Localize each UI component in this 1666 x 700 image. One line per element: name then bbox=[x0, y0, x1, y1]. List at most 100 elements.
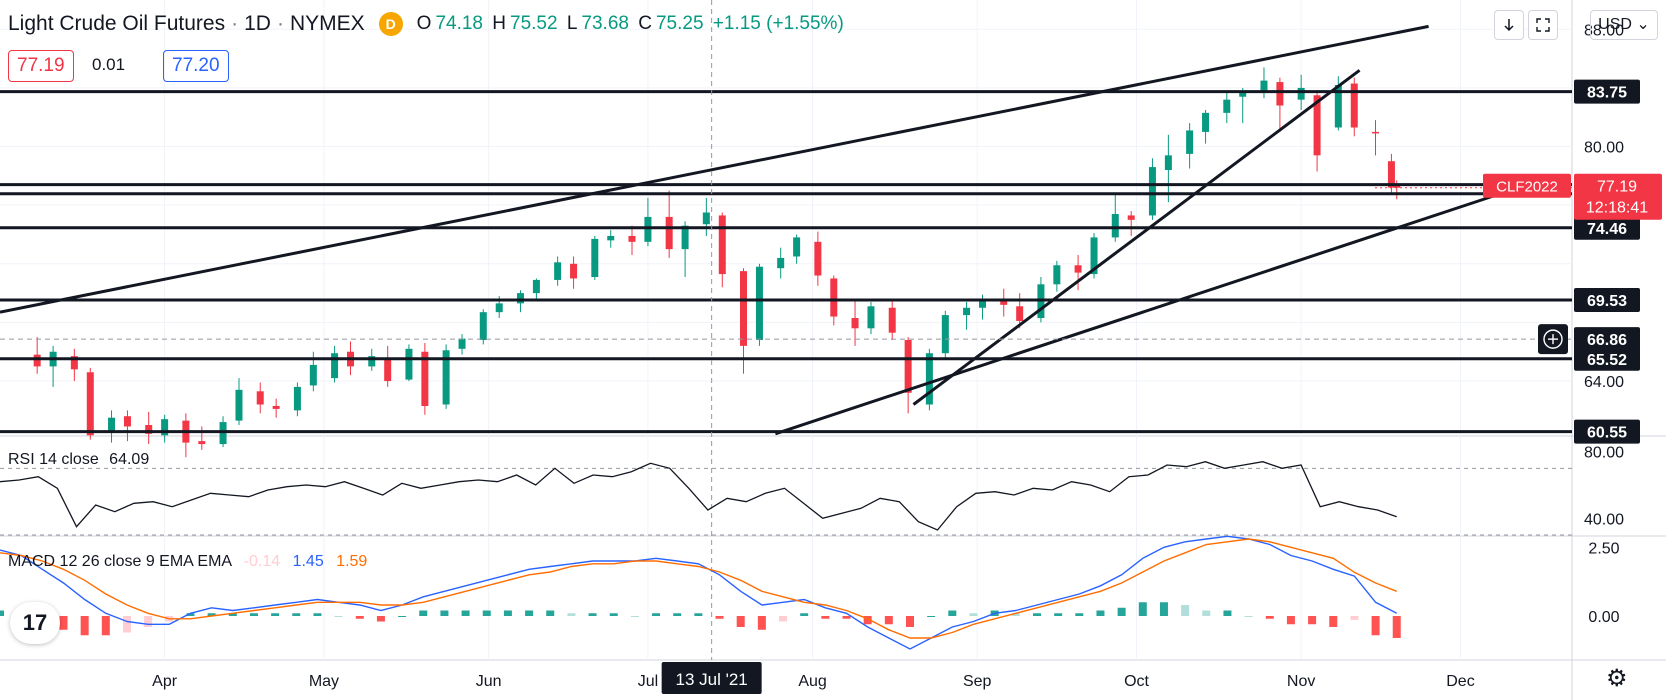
candle-body bbox=[554, 262, 562, 280]
candle-body bbox=[607, 235, 615, 241]
macd-histogram-bar bbox=[228, 613, 237, 616]
macd-histogram-bar bbox=[1117, 607, 1126, 616]
candle-body bbox=[272, 405, 280, 409]
x-tick-label: May bbox=[309, 673, 339, 690]
interval-label[interactable]: 1D bbox=[244, 12, 271, 35]
candle-body bbox=[665, 216, 673, 250]
spread-value: 0.01 bbox=[92, 55, 126, 74]
candle-body bbox=[941, 315, 949, 354]
macd-title: MACD 12 26 close 9 EMA EMA bbox=[8, 553, 232, 570]
level-price-label-bg bbox=[1574, 215, 1640, 240]
fullscreen-button[interactable] bbox=[1528, 10, 1558, 40]
delayed-data-badge[interactable]: D bbox=[378, 12, 403, 36]
macd-histogram-bar bbox=[905, 616, 914, 627]
signal-line-value: 1.59 bbox=[336, 553, 368, 570]
trendline bbox=[774, 194, 1493, 436]
candle-body bbox=[1276, 82, 1284, 106]
candle-body bbox=[309, 364, 317, 386]
tradingview-logo[interactable]: 17 bbox=[10, 602, 60, 644]
candle-body bbox=[1387, 161, 1395, 188]
ohlc-values: O 74.18 H 75.52 L 73.68 C 75.25 +1.15 (+1.55… bbox=[417, 13, 848, 35]
candle-body bbox=[123, 416, 131, 427]
trendline bbox=[912, 69, 1361, 406]
y-tick-label: 88.00 bbox=[1584, 22, 1624, 39]
candle-body bbox=[1297, 87, 1305, 100]
high-key: H bbox=[492, 13, 506, 34]
currency-label: USD bbox=[1598, 16, 1632, 33]
macd-histogram-bar bbox=[355, 616, 364, 619]
level-price-label: 60.55 bbox=[1587, 425, 1627, 442]
x-tick-label: Nov bbox=[1287, 673, 1315, 690]
candle-body bbox=[1350, 83, 1358, 128]
candle-body bbox=[384, 359, 392, 382]
open-value: 74.18 bbox=[435, 13, 483, 34]
candle-body bbox=[532, 279, 540, 294]
level-price-label-bg bbox=[1574, 419, 1640, 444]
candle-body bbox=[851, 318, 859, 329]
download-button[interactable] bbox=[1494, 10, 1524, 40]
macd-histogram-value: -0.14 bbox=[243, 553, 281, 570]
crosshair-price-bg bbox=[1574, 327, 1640, 352]
candle-body bbox=[963, 307, 971, 316]
rsi-legend[interactable]: RSI 14 close 64.09 bbox=[8, 451, 149, 469]
level-price-label: 65.52 bbox=[1587, 352, 1627, 369]
level-price-label-bg bbox=[1574, 79, 1640, 104]
x-tick-label: Apr bbox=[152, 673, 178, 690]
y-tick-label: 80.00 bbox=[1584, 140, 1624, 157]
candle-body bbox=[1000, 298, 1008, 305]
candle-body bbox=[925, 353, 933, 405]
candle-body bbox=[293, 386, 301, 411]
x-tick-label: Jun bbox=[476, 673, 502, 690]
candle-body bbox=[628, 235, 636, 242]
gear-icon[interactable]: ⚙ bbox=[1606, 665, 1628, 692]
symbol-title[interactable]: Light Crude Oil Futures bbox=[8, 12, 226, 35]
candle-body bbox=[145, 425, 153, 434]
candle-body bbox=[777, 257, 785, 269]
macd-histogram-bar bbox=[376, 616, 385, 622]
macd-histogram-bar bbox=[440, 610, 449, 616]
candle-body bbox=[570, 263, 578, 279]
macd-histogram-bar bbox=[652, 613, 661, 616]
crosshair-date-label: 13 Jul '21 bbox=[676, 670, 748, 689]
macd-histogram-bar bbox=[630, 616, 639, 617]
tradingview-logo-icon: 17 bbox=[22, 610, 48, 635]
buy-price-box[interactable]: 77.20 bbox=[163, 50, 229, 82]
candle-body bbox=[1074, 265, 1082, 273]
macd-histogram-bar bbox=[525, 610, 534, 616]
sell-price-box[interactable]: 77.19 bbox=[8, 50, 74, 82]
symbol-tag-bg bbox=[1483, 173, 1571, 198]
signal-line bbox=[0, 538, 1397, 639]
macd-histogram-bar bbox=[80, 616, 89, 636]
candle-body bbox=[421, 351, 429, 406]
rsi-y-tick-label: 80.00 bbox=[1584, 445, 1624, 462]
currency-select[interactable]: USD ⌄ bbox=[1590, 10, 1658, 40]
candle-body bbox=[479, 312, 487, 341]
rsi-y-tick-label: 40.00 bbox=[1584, 511, 1624, 528]
candle-body bbox=[1090, 237, 1098, 275]
symbol-tag: CLF2022 bbox=[1496, 179, 1558, 196]
macd-histogram-bar bbox=[0, 610, 4, 616]
macd-histogram-bar bbox=[588, 613, 597, 616]
macd-histogram-bar bbox=[800, 613, 809, 616]
candle-body bbox=[161, 419, 169, 436]
macd-legend[interactable]: MACD 12 26 close 9 EMA EMA -0.14 1.45 1.… bbox=[8, 553, 367, 571]
add-alert-plus-button[interactable] bbox=[1538, 324, 1568, 355]
candle-body bbox=[1016, 306, 1024, 321]
candle-body bbox=[331, 353, 339, 379]
macd-histogram-bar bbox=[144, 616, 153, 627]
candle-body bbox=[755, 266, 763, 341]
arrow-down-icon bbox=[1504, 19, 1514, 32]
candle-body bbox=[1186, 130, 1194, 154]
candle-body bbox=[86, 372, 94, 436]
macd-histogram-bar bbox=[419, 610, 428, 616]
macd-histogram-bar bbox=[271, 613, 280, 616]
close-key: C bbox=[638, 13, 652, 34]
candle-body bbox=[108, 417, 116, 433]
macd-histogram-bar bbox=[1329, 616, 1338, 627]
level-price-label-bg bbox=[1574, 288, 1640, 313]
macd-y-tick-label: 0.00 bbox=[1588, 609, 1619, 626]
macd-histogram-bar bbox=[1244, 616, 1253, 617]
candle-body bbox=[1372, 131, 1379, 134]
macd-histogram-bar bbox=[1286, 616, 1295, 625]
